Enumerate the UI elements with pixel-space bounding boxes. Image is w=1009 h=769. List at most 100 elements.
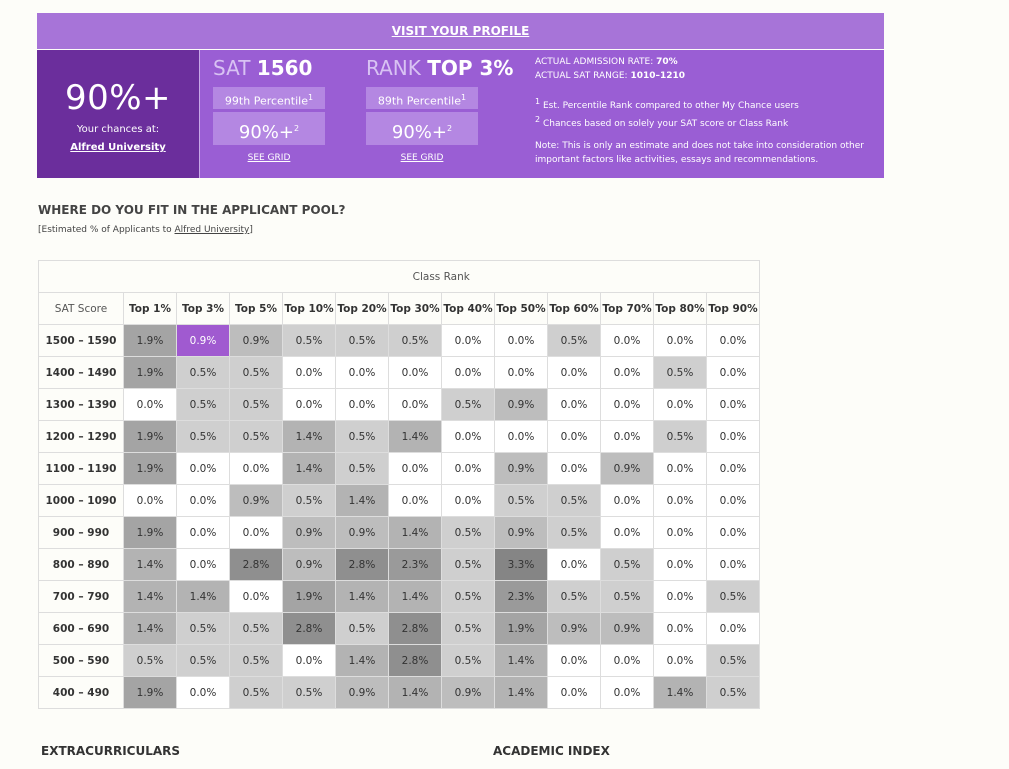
sat-column: SAT 1560 99th Percentile1 90%+2 SEE GRID <box>213 56 325 163</box>
pool-cell: 0.5% <box>441 516 495 549</box>
pool-cell: 0.9% <box>176 324 230 357</box>
overall-chance-value: 90%+ <box>64 78 172 118</box>
pool-cell: 0.5% <box>176 644 230 677</box>
pool-cell: 0.0% <box>547 676 601 709</box>
table-row: 1200 – 1290 1.9% 0.5% 0.5% 1.4% 0.5% 1.4% 0.0% 0… <box>38 420 760 453</box>
pool-cell: 1.9% <box>123 676 177 709</box>
pool-cell: 0.5% <box>229 644 283 677</box>
rank-chance: 90%+2 <box>366 112 478 145</box>
pool-cell: 0.0% <box>441 452 495 485</box>
pool-cell: 0.9% <box>600 612 654 645</box>
pool-cell: 1.9% <box>494 612 548 645</box>
rank-chance-text: 90%+ <box>391 122 447 143</box>
pool-cell: 0.0% <box>176 548 230 581</box>
pool-cell: 0.0% <box>176 516 230 549</box>
footnote-1: 1 Est. Percentile Rank compared to other… <box>535 97 799 111</box>
table-row: 400 – 490 1.9% 0.0% 0.5% 0.5% 0.9% 1.4% 0.9% 1.4… <box>38 676 760 709</box>
pool-cell: 2.8% <box>282 612 336 645</box>
pool-cell: 0.0% <box>600 484 654 517</box>
sat-range-label: 1400 – 1490 <box>38 356 124 389</box>
sat-score: 1560 <box>256 56 313 80</box>
subtitle-university-link[interactable]: Alfred University <box>174 225 250 235</box>
pool-cell: 0.5% <box>229 388 283 421</box>
pool-cell: 0.0% <box>176 484 230 517</box>
admission-info: ACTUAL ADMISSION RATE: 70% ACTUAL SAT RA… <box>535 55 875 167</box>
pool-cell: 0.5% <box>229 420 283 453</box>
table-row: 1500 – 1590 1.9% 0.9% 0.9% 0.5% 0.5% 0.5% 0.0% 0… <box>38 324 760 357</box>
sat-range-label: 800 – 890 <box>38 548 124 581</box>
column-header: Top 80% <box>653 292 707 325</box>
sat-heading: SAT 1560 <box>213 56 325 80</box>
pool-cell: 0.0% <box>706 420 760 453</box>
pool-cell: 0.0% <box>600 324 654 357</box>
column-header: Top 50% <box>494 292 548 325</box>
pool-cell: 2.8% <box>229 548 283 581</box>
pool-cell: 0.0% <box>282 644 336 677</box>
pool-cell: 0.5% <box>441 612 495 645</box>
pool-cell: 2.8% <box>388 644 442 677</box>
pool-cell: 0.5% <box>229 676 283 709</box>
pool-cell: 0.0% <box>547 644 601 677</box>
pool-cell: 0.0% <box>706 388 760 421</box>
pool-cell: 1.9% <box>282 580 336 613</box>
table-row: 500 – 590 0.5% 0.5% 0.5% 0.0% 1.4% 2.8% 0.5% 1.4… <box>38 644 760 677</box>
pool-cell: 3.3% <box>494 548 548 581</box>
pool-cell: 0.9% <box>494 516 548 549</box>
column-header: Top 90% <box>706 292 760 325</box>
chances-panel: 90%+ Your chances at: Alfred University … <box>37 50 884 178</box>
pool-cell: 0.0% <box>441 484 495 517</box>
pool-cell: 0.0% <box>229 452 283 485</box>
visit-profile-link[interactable]: VISIT YOUR PROFILE <box>391 24 530 38</box>
pool-cell: 1.4% <box>282 452 336 485</box>
pool-cell: 0.5% <box>176 420 230 453</box>
pool-cell: 0.5% <box>706 644 760 677</box>
pool-cell: 1.4% <box>494 644 548 677</box>
profile-banner: VISIT YOUR PROFILE <box>37 13 884 49</box>
pool-cell: 0.0% <box>653 580 707 613</box>
pool-cell: 0.0% <box>706 324 760 357</box>
pool-cell: 0.5% <box>335 452 389 485</box>
column-header: Top 1% <box>123 292 177 325</box>
pool-cell: 0.5% <box>176 356 230 389</box>
table-row: 1400 – 1490 1.9% 0.5% 0.5% 0.0% 0.0% 0.0% 0.0% 0… <box>38 356 760 389</box>
pool-title: WHERE DO YOU FIT IN THE APPLICANT POOL? <box>38 203 346 217</box>
column-header: Top 10% <box>282 292 336 325</box>
pool-cell: 1.4% <box>335 580 389 613</box>
pool-cell: 0.9% <box>282 548 336 581</box>
sat-range-label: 400 – 490 <box>38 676 124 709</box>
pool-cell: 0.0% <box>600 644 654 677</box>
pool-cell: 0.0% <box>335 388 389 421</box>
table-row: 600 – 690 1.4% 0.5% 0.5% 2.8% 0.5% 2.8% 0.5% 1.9… <box>38 612 760 645</box>
sat-see-grid-link[interactable]: SEE GRID <box>247 153 291 163</box>
column-header: Top 5% <box>229 292 283 325</box>
pool-cell: 0.5% <box>547 324 601 357</box>
pool-cell: 2.8% <box>388 612 442 645</box>
subtitle-suffix: ] <box>249 225 253 235</box>
pool-cell: 0.0% <box>706 548 760 581</box>
column-header: Top 3% <box>176 292 230 325</box>
pool-cell: 0.0% <box>441 324 495 357</box>
sat-range-label: 700 – 790 <box>38 580 124 613</box>
pool-cell: 0.5% <box>335 612 389 645</box>
pool-cell: 0.0% <box>600 356 654 389</box>
table-row: 700 – 790 1.4% 1.4% 0.0% 1.9% 1.4% 1.4% 0.5% 2.3… <box>38 580 760 613</box>
sat-percentile: 99th Percentile1 <box>213 87 325 109</box>
rank-heading: RANK TOP 3% <box>366 56 513 80</box>
sat-label: SAT <box>213 56 251 80</box>
pool-cell: 0.5% <box>335 324 389 357</box>
pool-cell: 0.0% <box>706 612 760 645</box>
pool-cell: 0.0% <box>547 452 601 485</box>
sat-range-value: 1010–1210 <box>630 71 686 81</box>
pool-cell: 0.9% <box>494 452 548 485</box>
pool-cell: 0.0% <box>176 452 230 485</box>
pool-cell: 0.0% <box>123 484 177 517</box>
sat-range-label: 900 – 990 <box>38 516 124 549</box>
pool-cell: 1.9% <box>123 452 177 485</box>
rank-see-grid-link[interactable]: SEE GRID <box>400 153 444 163</box>
sat-range-label: ACTUAL SAT RANGE: <box>535 71 628 81</box>
sat-chance: 90%+2 <box>213 112 325 145</box>
pool-cell: 1.9% <box>123 324 177 357</box>
pool-cell: 1.4% <box>176 580 230 613</box>
pool-cell: 0.5% <box>441 644 495 677</box>
university-link[interactable]: Alfred University <box>70 142 166 153</box>
